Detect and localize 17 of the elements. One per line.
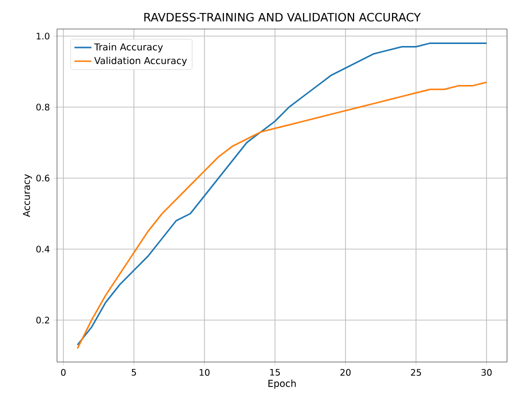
x-tick-label: 10: [200, 369, 210, 376]
y-tick-label: 0.4: [36, 246, 50, 252]
y-tick-label: 0.8: [36, 104, 50, 110]
legend-label: Validation Accuracy: [94, 56, 187, 66]
x-tick-label: 15: [270, 369, 280, 376]
y-axis-title: Accuracy: [23, 174, 32, 218]
x-axis-title: Epoch: [268, 380, 296, 389]
y-tick-label: 0.2: [36, 316, 50, 324]
y-tick-label: 0.6: [36, 174, 50, 182]
legend-label: Train Accuracy: [94, 43, 163, 52]
y-tick-label: 1.0: [36, 32, 50, 40]
x-tick-label: 30: [482, 369, 492, 376]
chart-title: RAVDESS-TRAINING AND VALIDATION ACCURACY: [144, 12, 421, 22]
x-tick-label: 0: [61, 369, 66, 376]
x-tick-label: 5: [132, 369, 136, 376]
x-tick-label: 20: [340, 369, 351, 376]
x-tick-label: 25: [410, 369, 421, 376]
